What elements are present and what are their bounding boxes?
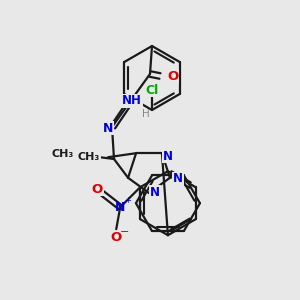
Text: O: O [111,231,122,244]
Text: Cl: Cl [146,83,159,97]
Text: O: O [92,183,103,196]
Text: CH₃: CH₃ [52,149,74,159]
Text: CH₃: CH₃ [78,152,100,162]
Text: NH: NH [122,94,142,107]
Text: N: N [103,122,113,134]
Text: H: H [142,109,150,119]
Text: N: N [150,185,160,199]
Text: N: N [115,201,125,214]
Text: N: N [173,172,183,185]
Text: O: O [167,70,178,83]
Text: N: N [163,150,173,163]
Text: +: + [124,196,131,205]
Text: −: − [119,227,129,237]
